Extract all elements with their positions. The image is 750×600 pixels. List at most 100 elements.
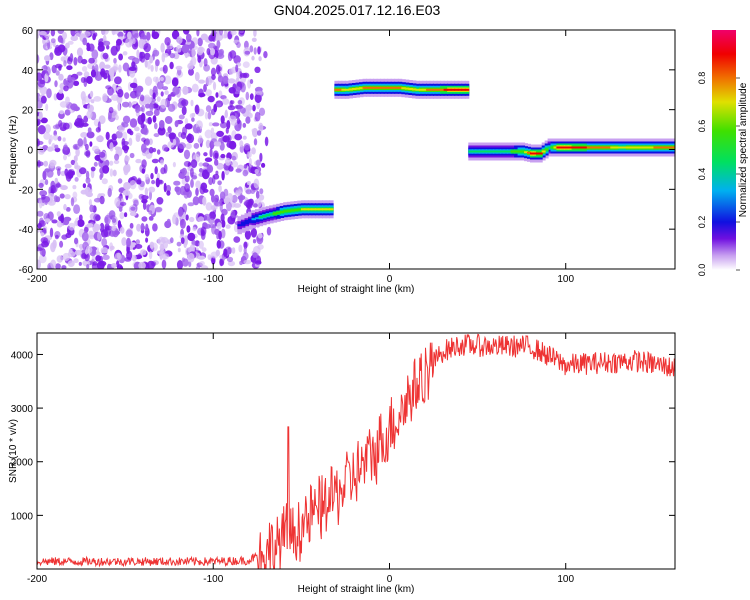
noise-speck [193, 142, 200, 149]
noise-speck [131, 61, 136, 68]
noise-speck [170, 237, 174, 244]
noise-speck [206, 48, 211, 56]
noise-speck [160, 98, 167, 109]
track-cell [553, 146, 558, 149]
noise-speck [37, 125, 46, 135]
noise-speck [98, 260, 107, 267]
track-cell [426, 88, 431, 91]
noise-speck [211, 74, 216, 80]
noise-speck [87, 127, 92, 134]
noise-speck [223, 30, 228, 39]
track-cell [590, 146, 596, 149]
noise-speck [236, 41, 241, 49]
track-cell [524, 151, 528, 154]
noise-speck [143, 43, 151, 53]
noise-speck [90, 90, 94, 98]
noise-speck [111, 30, 116, 36]
noise-speck [147, 60, 151, 70]
noise-speck [216, 162, 224, 170]
noise-speck [73, 80, 80, 87]
noise-speck [59, 101, 68, 108]
noise-speck [159, 119, 165, 129]
noise-speck [236, 117, 241, 125]
noise-speck [95, 214, 101, 221]
noise-speck [187, 252, 195, 263]
noise-speck [119, 226, 125, 234]
noise-speck [40, 95, 47, 104]
track-cell [300, 208, 306, 211]
noise-speck [97, 121, 101, 132]
noise-speck [56, 220, 63, 228]
noise-speck [93, 197, 102, 203]
noise-speck [37, 79, 46, 88]
noise-speck [70, 197, 75, 207]
snr-panel: -200 -100 0 100 1000 2000 3000 4000 Height of … [8, 332, 676, 595]
noise-speck [182, 126, 188, 136]
noise-speck [148, 250, 153, 260]
track-cell [541, 150, 546, 153]
noise-speck [176, 36, 183, 45]
spectrogram-image [37, 30, 675, 269]
noise-speck [253, 178, 260, 189]
track-cell [468, 150, 473, 153]
noise-speck [243, 241, 248, 249]
track-cell [286, 209, 292, 212]
noise-speck [112, 141, 118, 146]
noise-speck [145, 103, 150, 109]
noise-speck [50, 259, 57, 269]
track-cell [237, 224, 242, 227]
noise-speck [151, 30, 156, 38]
noise-speck [139, 94, 145, 102]
noise-speck [103, 72, 108, 80]
noise-speck [205, 202, 213, 211]
track-cell [248, 219, 253, 222]
noise-speck [242, 135, 247, 140]
noise-speck [175, 65, 183, 71]
noise-speck [224, 111, 228, 119]
noise-speck [107, 187, 112, 198]
noise-speck [210, 67, 217, 77]
noise-speck [91, 263, 99, 269]
noise-speck [167, 141, 175, 148]
noise-speck [161, 86, 169, 91]
noise-speck [93, 118, 100, 127]
noise-speck [40, 117, 48, 124]
noise-speck [255, 90, 263, 96]
noise-speck [89, 204, 95, 213]
snr-x-axis: -200 -100 0 100 [27, 333, 575, 585]
track-cell [571, 146, 577, 149]
noise-speck [39, 31, 47, 36]
noise-speck [226, 248, 232, 255]
noise-speck [63, 216, 72, 222]
track-cell [586, 146, 592, 149]
noise-speck [227, 260, 236, 267]
track-cell [411, 88, 417, 91]
noise-speck [162, 253, 167, 261]
noise-speck [227, 215, 236, 225]
noise-speck [165, 132, 169, 137]
spectrogram-x-label: Height of straight line (km) [298, 284, 415, 295]
noise-speck [111, 225, 116, 232]
noise-speck [202, 162, 210, 167]
noise-speck [74, 177, 79, 182]
track-cell [329, 208, 334, 211]
noise-speck [244, 229, 251, 240]
track-cell [369, 86, 375, 89]
noise-speck [104, 159, 110, 167]
noise-speck [176, 241, 182, 247]
noise-speck [136, 223, 142, 232]
noise-speck [196, 126, 201, 134]
noise-speck [235, 64, 239, 73]
noise-speck [123, 182, 131, 190]
noise-speck [49, 162, 55, 169]
noise-speck [85, 170, 90, 180]
noise-speck [183, 160, 191, 167]
noise-speck [233, 236, 241, 243]
noise-speck [203, 58, 208, 67]
y-tick-label: -60 [19, 265, 34, 276]
noise-speck [117, 103, 121, 112]
noise-speck [109, 142, 114, 152]
track-cell [556, 146, 562, 149]
noise-speck [135, 239, 140, 245]
